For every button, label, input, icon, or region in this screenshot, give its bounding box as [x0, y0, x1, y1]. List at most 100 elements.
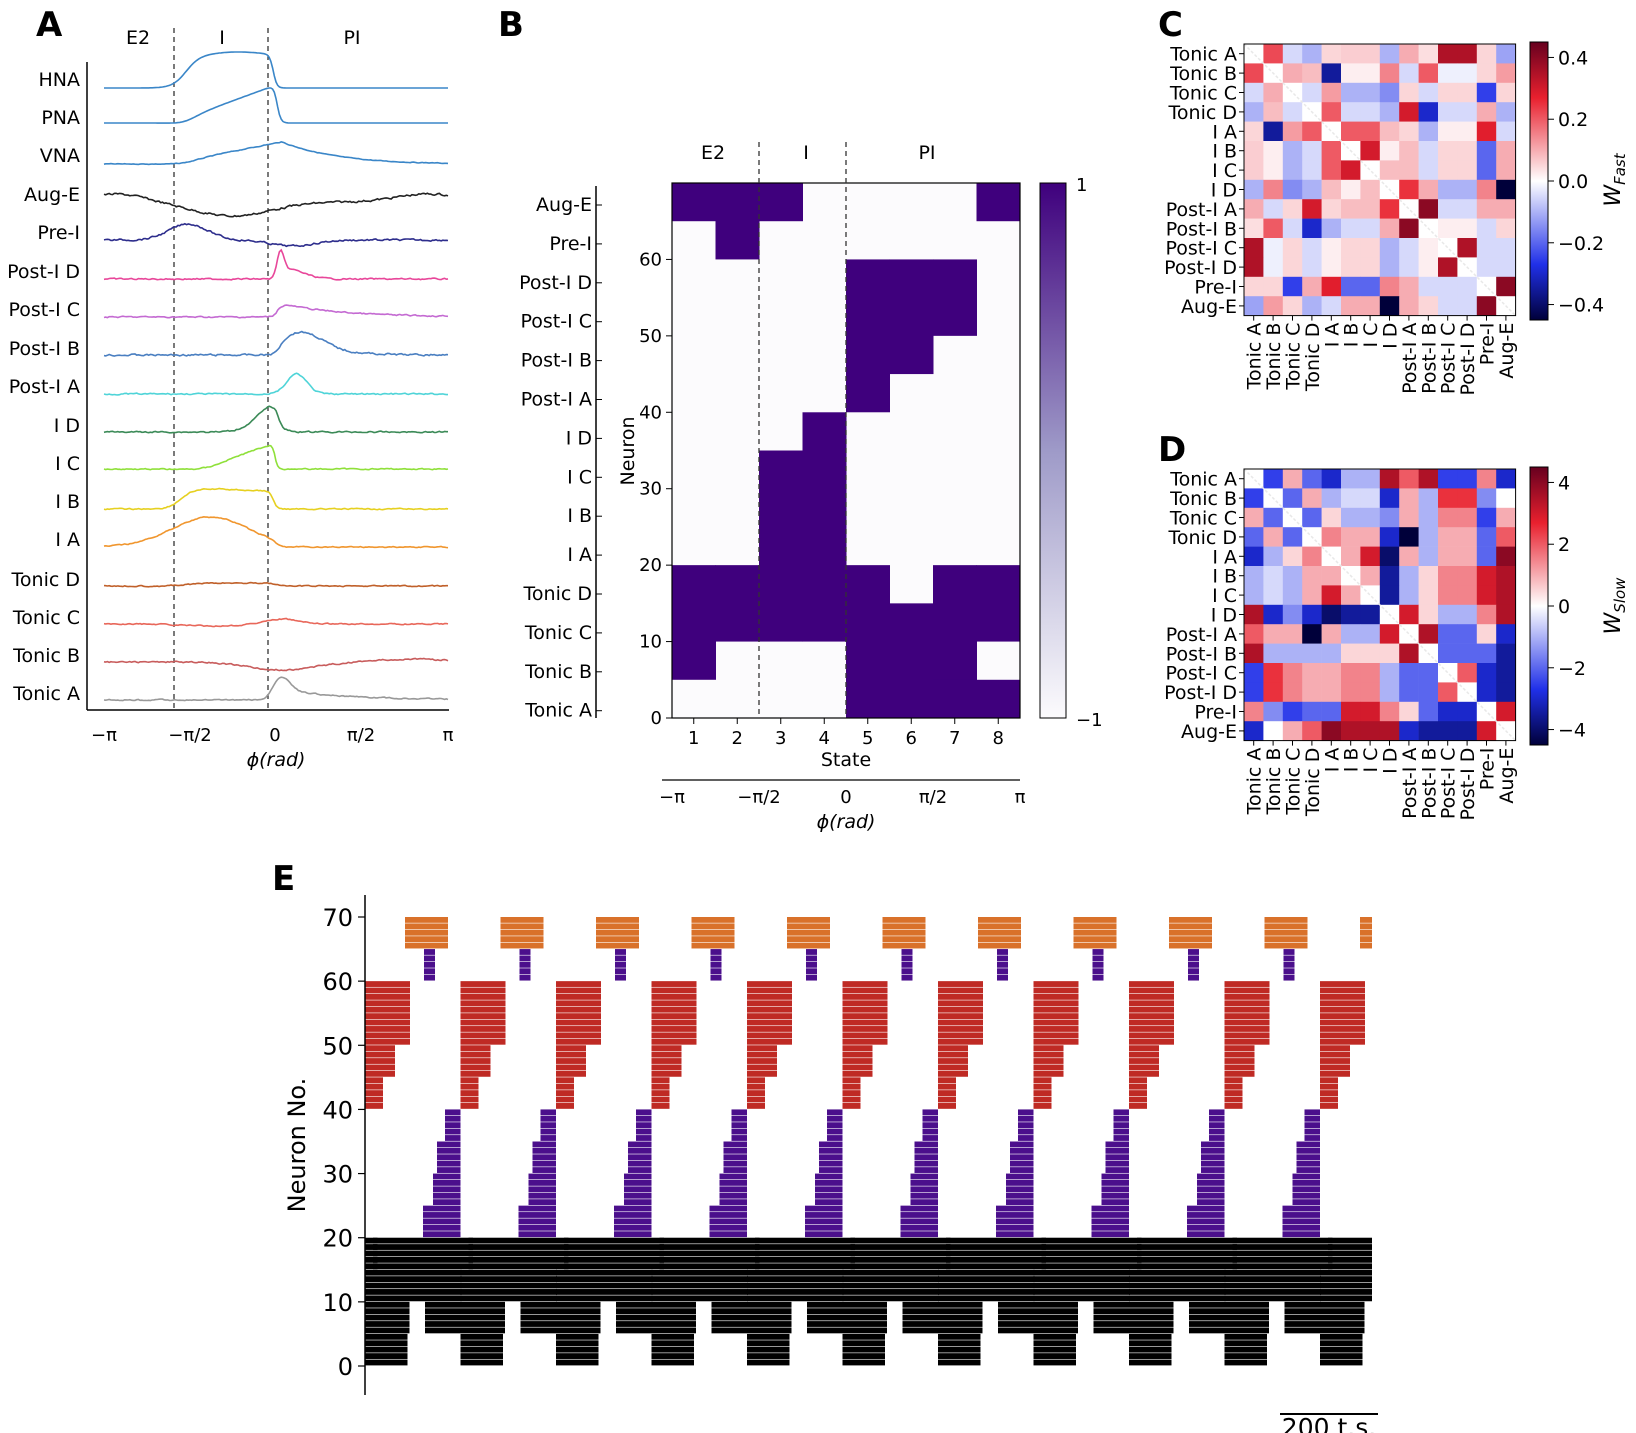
matrix-cell: [1438, 44, 1458, 64]
raster-spike-bar: [1093, 1308, 1174, 1315]
raster-spike-bar: [1284, 1301, 1365, 1308]
matrix-cell: [1476, 682, 1497, 703]
raster-spike-bar: [747, 1340, 790, 1347]
raster-spike-bar: [978, 923, 1021, 930]
b-colorbar: [1039, 182, 1067, 719]
raster-spike-bar: [1224, 987, 1270, 994]
x-tick-group: −π −π/2 0 π/2 π: [91, 725, 454, 746]
matrix-col-label: Post-I D: [1457, 323, 1479, 396]
matrix-cell: [1399, 160, 1419, 181]
raster-spike-bar: [787, 917, 830, 923]
raster-spike-bar: [1137, 1250, 1237, 1257]
matrix-cell: [1379, 566, 1400, 586]
matrix-cell: [1399, 663, 1419, 683]
matrix-cell: [1438, 527, 1458, 547]
matrix-cell: [1438, 507, 1458, 528]
raster-spike-bar: [651, 1038, 697, 1045]
raster-spike-bar: [365, 1295, 462, 1302]
matrix-cell: [1496, 604, 1516, 625]
raster-spike-bar: [1224, 981, 1270, 987]
matrix-cell: [1379, 257, 1400, 278]
raster-spike-bar: [938, 1289, 1035, 1295]
matrix-row-label: I B: [1212, 141, 1237, 163]
raster-spike-bar: [1328, 1244, 1372, 1250]
matrix-cell: [1476, 663, 1497, 683]
matrix-row-label: Pre-I: [1194, 702, 1237, 724]
raster-spike-bar: [615, 949, 626, 955]
b-x-ticks: 1 2 3 4 5 6 7 8: [688, 718, 1004, 749]
raster-spike-bar: [596, 942, 639, 949]
matrix-cell: [1476, 141, 1497, 161]
raster-spike-bar: [827, 1109, 843, 1116]
raster-spike-bar: [556, 981, 601, 987]
matrix-cell: [1418, 199, 1439, 219]
raster-spike-bar: [1113, 1109, 1129, 1116]
trace-label: Post-I A: [9, 376, 80, 398]
matrix-cell: [1263, 238, 1284, 258]
raster-spike-bar: [1093, 1327, 1174, 1334]
raster-spike-bar: [1224, 1346, 1267, 1353]
matrix-frame: [1243, 43, 1517, 317]
c-colorbar: [1529, 41, 1549, 321]
matrix-cell: [1263, 663, 1284, 683]
matrix-cell: [1457, 199, 1478, 219]
raster-spike-bar: [807, 1301, 887, 1308]
raster-spike-bar: [1129, 1032, 1174, 1039]
raster-spike-bar: [1010, 1141, 1034, 1148]
raster-spike-bar: [747, 1103, 765, 1109]
raster-spike-bar: [747, 1276, 844, 1283]
matrix-cell: [1341, 276, 1361, 297]
matrix-cell: [1457, 238, 1478, 258]
raster-spike-bar: [651, 1282, 748, 1289]
matrix-cell: [1399, 566, 1419, 586]
matrix-cell: [1476, 527, 1497, 547]
matrix-cell: [1379, 82, 1400, 103]
matrix-cell: [1476, 102, 1497, 122]
raster-spike-bar: [651, 1077, 670, 1084]
phase-label-e2: E2: [126, 27, 150, 49]
raster-spike-bar: [424, 955, 435, 962]
matrix-cell: [1418, 469, 1439, 489]
matrix-cell: [1438, 121, 1458, 142]
raster-spike-bar: [806, 949, 817, 955]
raster-spike-bar: [1304, 1128, 1320, 1135]
matrix-cell: [1321, 63, 1342, 84]
matrix-col-label: Post-I D: [1457, 748, 1479, 821]
raster-spike-bar: [365, 1070, 395, 1077]
matrix-cell: [1302, 469, 1322, 489]
matrix-cell: [1418, 566, 1439, 586]
matrix-cell: [1263, 527, 1284, 547]
matrix-cell: [1244, 199, 1264, 219]
matrix-cell: [1302, 624, 1322, 644]
raster-spike-bar: [460, 1013, 506, 1020]
matrix-col-label: Tonic A: [1244, 323, 1266, 391]
matrix-cell: [1496, 257, 1516, 278]
matrix-cell: [1457, 604, 1478, 625]
raster-spike-bar: [1092, 955, 1104, 962]
raster-spike-bar: [1018, 1122, 1034, 1129]
raster-spike-bar: [882, 936, 926, 943]
matrix-cell: [1341, 199, 1361, 219]
matrix-cell: [1496, 585, 1516, 606]
colorbar-tick-label: 2: [1558, 534, 1570, 556]
neuron-group-labels: Aug-E Pre-I Post-I D Post-I C Post-I B Post-I…: [519, 194, 602, 722]
matrix-cell: [1244, 682, 1264, 703]
raster-spike-bar: [998, 1314, 1078, 1321]
raster-spike-bar: [1232, 1237, 1333, 1244]
raster-spike-bar: [731, 1128, 747, 1135]
matrix-cell: [1244, 585, 1264, 606]
group-label: Post-I B: [521, 350, 592, 372]
raster-spike-bar: [842, 1000, 888, 1007]
raster-spike-bar: [556, 1032, 601, 1039]
raster-spike-bar: [938, 1051, 968, 1058]
raster-spike-bar: [747, 1333, 790, 1340]
raster-spike-bar: [460, 1333, 503, 1340]
matrix-cell: [1476, 199, 1497, 219]
raster-spike-bar: [922, 1135, 938, 1141]
raster-spike-bar: [365, 1038, 410, 1045]
raster-spike-bar: [651, 1045, 682, 1052]
matrix-cell: [1263, 82, 1284, 103]
matrix-row-label: Tonic B: [1169, 63, 1237, 85]
trace-label: Post-I B: [9, 338, 80, 360]
matrix-cell: [1476, 643, 1497, 664]
